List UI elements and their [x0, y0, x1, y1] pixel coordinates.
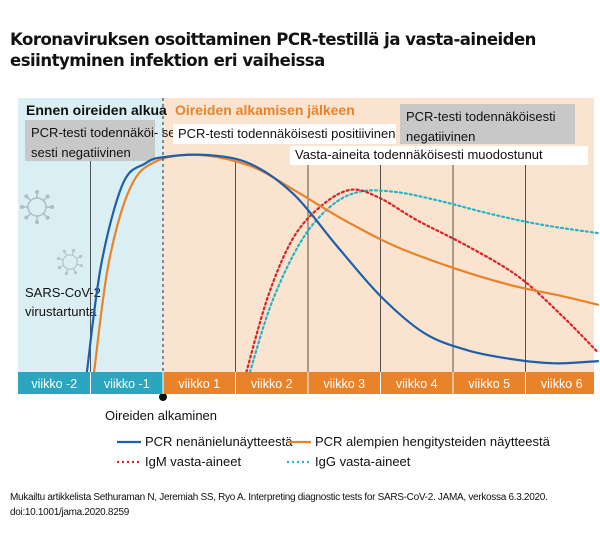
- phase-label-before: Ennen oireiden alkua: [26, 102, 167, 118]
- week-tick-label: viikko 2: [251, 377, 293, 391]
- week-tick-label: viikko 4: [396, 377, 438, 391]
- annotation-antibodies: Vasta-aineita todennäköisesti muodostunu…: [290, 146, 588, 165]
- annotation-text: Vasta-aineita todennäköisesti muodostunu…: [295, 147, 543, 162]
- week-axis: viikko -2 viikko -1 viikko 1 viikko 2 viikko…: [18, 372, 594, 394]
- source-note: Mukailtu artikkelista Sethuraman N, Jere…: [10, 492, 548, 518]
- infection-label: SARS-CoV-2: [25, 285, 101, 300]
- legend-label: IgM vasta-aineet: [145, 454, 241, 469]
- onset-marker-label: Oireiden alkaminen: [105, 408, 217, 423]
- legend-label: PCR alempien hengitysteiden näytteestä: [315, 434, 551, 449]
- week-tick-label: viikko 1: [178, 377, 220, 391]
- annotation-box: [400, 104, 575, 144]
- legend: PCR nenänielunäytteestä PCR alempien heng…: [117, 434, 551, 469]
- legend-label: IgG vasta-aineet: [315, 454, 411, 469]
- annotation-line: PCR-testi todennäköisesti: [406, 109, 556, 124]
- annotation-line: sesti negatiivinen: [31, 145, 131, 160]
- virus-icon: [56, 248, 84, 276]
- virus-icon: [20, 190, 54, 224]
- annotation-text: PCR-testi todennäköisesti positiivinen: [178, 126, 396, 141]
- onset-marker-dot: [159, 393, 167, 401]
- annotation-box: [290, 146, 588, 165]
- week-tick-label: viikko -1: [104, 377, 150, 391]
- annotation-box: [25, 120, 155, 161]
- week-tick-label: viikko 5: [468, 377, 510, 391]
- annotation-line: negatiivinen: [406, 129, 475, 144]
- annotation-post-negative: PCR-testi todennäköisesti negatiivinen: [400, 104, 575, 144]
- infection-label: virustartunta: [25, 304, 97, 319]
- annotation-pre-negative: PCR-testi todennäköi- sesti sesti negatii…: [25, 120, 189, 161]
- week-tick-label: viikko -2: [31, 377, 77, 391]
- week-tick-label: viikko 6: [541, 377, 583, 391]
- phase-label-after: Oireiden alkamisen jälkeen: [175, 102, 355, 118]
- axis-band-after: [163, 372, 594, 394]
- annotation-box: [173, 124, 396, 144]
- chart-title: Koronaviruksen osoittaminen PCR-testillä…: [10, 30, 536, 70]
- annotation-pcr-positive: PCR-testi todennäköisesti positiivinen: [173, 124, 396, 144]
- series-line-1: [85, 153, 600, 374]
- series-line-4: [248, 189, 600, 374]
- series-line-3: [245, 188, 600, 374]
- week-tick-label: viikko 3: [323, 377, 365, 391]
- annotation-line: PCR-testi todennäköi- sesti: [31, 125, 189, 140]
- legend-label: PCR nenänielunäytteestä: [145, 434, 293, 449]
- series-line-2: [93, 153, 600, 374]
